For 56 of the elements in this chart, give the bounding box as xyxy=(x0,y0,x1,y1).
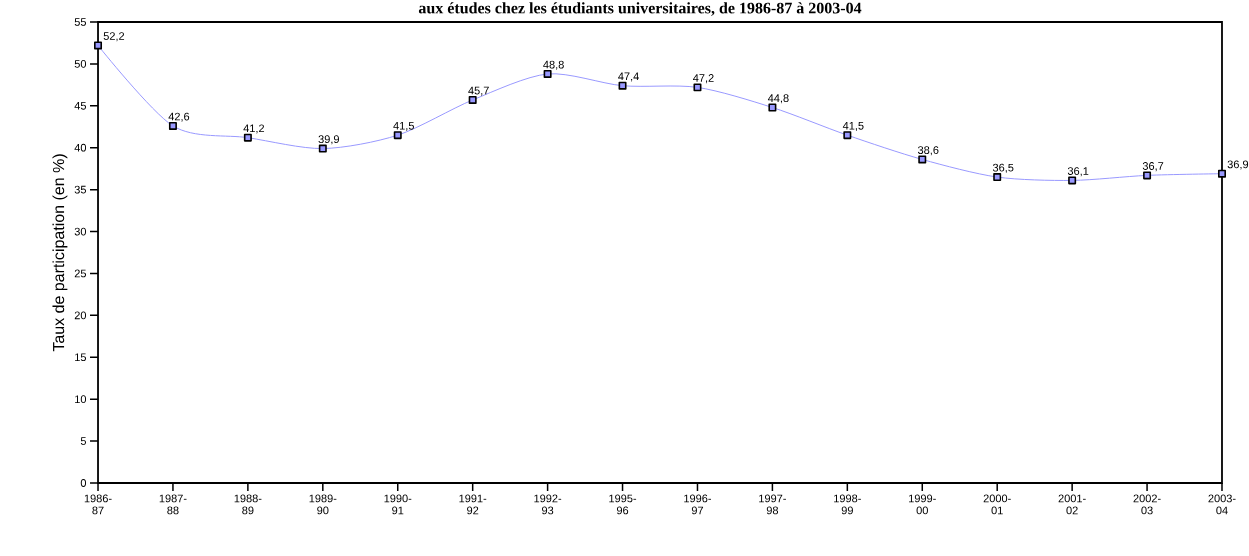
x-tick-label: 1995-96 xyxy=(609,494,637,515)
y-tick-label: 10 xyxy=(75,395,87,404)
y-tick-label: 25 xyxy=(74,269,87,278)
chart-title: aux études chez les étudiants universitaires, de 1986-87 à 2003-04 xyxy=(418,2,862,16)
data-label: 52,2 xyxy=(103,32,125,42)
y-tick-label: 20 xyxy=(74,311,87,320)
y-tick-label: 15 xyxy=(75,353,87,362)
x-tick-label: 1992-93 xyxy=(534,494,562,515)
x-tick-label: 1989-90 xyxy=(309,494,337,515)
data-label: 47,4 xyxy=(618,72,639,82)
x-tick-label: 1986-87 xyxy=(84,494,112,515)
point xyxy=(1218,169,1226,178)
y-tick-label: 45 xyxy=(74,101,87,110)
data-label: 38,6 xyxy=(917,146,939,156)
data-label: 36,7 xyxy=(1142,162,1164,172)
x-tick-label: 2001-02 xyxy=(1058,494,1086,515)
data-label: 36,9 xyxy=(1227,160,1249,170)
point xyxy=(318,144,327,153)
data-label: 44,8 xyxy=(767,94,789,104)
point xyxy=(768,103,777,112)
x-tick-label: 1997-98 xyxy=(759,494,786,515)
x-tick-label: 1996-97 xyxy=(684,494,712,515)
x-tick-label: 2003-04 xyxy=(1208,494,1236,515)
y-axis-title: Taux de participation (en %) xyxy=(52,154,68,352)
x-tick-label: 2002-03 xyxy=(1133,494,1161,515)
point xyxy=(1143,171,1152,180)
data-label: 47,2 xyxy=(693,74,714,84)
x-tick-label: 1998-99 xyxy=(834,494,861,515)
y-tick-label: 50 xyxy=(74,60,87,68)
y-tick-label: 0 xyxy=(80,479,87,487)
point xyxy=(918,155,927,164)
x-tick-label: 1987-88 xyxy=(159,494,187,515)
x-tick-label: 2000-01 xyxy=(983,494,1011,515)
data-label: 42,6 xyxy=(168,112,190,122)
x-tick-label: 1990-91 xyxy=(384,494,412,515)
point xyxy=(393,131,402,140)
data-label: 36,5 xyxy=(992,163,1014,173)
data-label: 36,1 xyxy=(1067,167,1089,177)
point xyxy=(94,41,103,50)
y-tick-label: 35 xyxy=(74,185,87,194)
data-label: 45,7 xyxy=(468,86,489,96)
point xyxy=(993,173,1002,182)
y-tick-label: 55 xyxy=(74,18,87,26)
y-tick-label: 40 xyxy=(74,143,87,152)
data-label: 41,2 xyxy=(243,124,265,134)
y-tick-label: 30 xyxy=(74,227,87,236)
data-label: 41,5 xyxy=(842,121,864,131)
x-tick-label: 1999-00 xyxy=(909,494,936,515)
x-tick-label: 1988-89 xyxy=(234,494,262,515)
data-label: 48,8 xyxy=(543,60,564,70)
data-label: 41,5 xyxy=(393,121,414,131)
point xyxy=(1068,176,1077,185)
data-label: 39,9 xyxy=(318,135,339,145)
x-tick-label: 1991-92 xyxy=(459,494,487,515)
point xyxy=(843,131,852,140)
y-tick-label: 5 xyxy=(80,437,87,445)
